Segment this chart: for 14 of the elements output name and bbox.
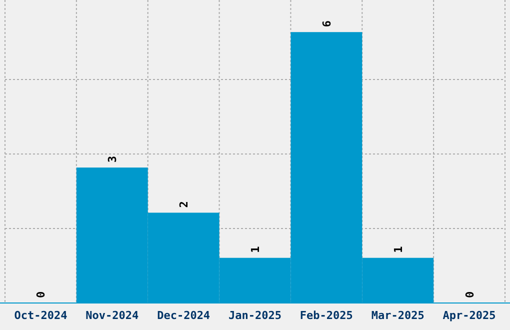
x-tick-label: Apr-2025 — [442, 309, 496, 322]
data-label: 0 — [463, 291, 476, 298]
x-tick-label: Feb-2025 — [300, 309, 353, 322]
data-label: 6 — [320, 20, 334, 28]
data-label: 1 — [249, 246, 262, 253]
x-tick-label: Jan-2025 — [228, 309, 282, 322]
x-tick-label: Oct-2024 — [14, 309, 68, 322]
x-tick-label: Mar-2025 — [371, 309, 424, 322]
data-label: 2 — [178, 201, 191, 208]
data-label: 0 — [34, 291, 48, 298]
x-tick-label: Dec-2024 — [157, 309, 210, 322]
data-label: 3 — [106, 156, 120, 163]
data-label: 1 — [392, 246, 405, 253]
x-tick-label: Nov-2024 — [86, 309, 140, 322]
